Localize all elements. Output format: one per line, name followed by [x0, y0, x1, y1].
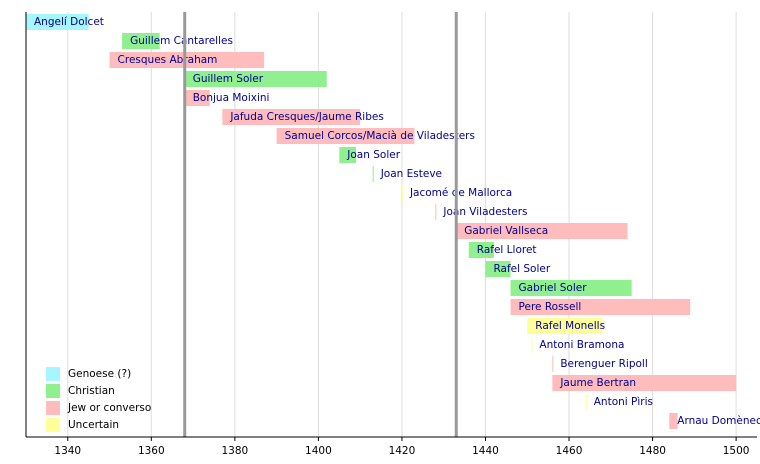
- x-tick-label: 1440: [472, 445, 499, 457]
- bar-label: Rafel Lloret: [477, 244, 537, 256]
- legend-label: Genoese (?): [68, 368, 131, 380]
- bar: [435, 204, 437, 220]
- bar: [26, 14, 89, 30]
- bar-label: Berenguer Ripoll: [560, 358, 647, 370]
- x-tick-label: 1400: [305, 445, 332, 457]
- bar-label: Joan Viladesters: [442, 206, 527, 218]
- bar: [510, 280, 632, 296]
- bar-label: Joan Esteve: [380, 168, 442, 180]
- bar-label: Rafel Monells: [535, 320, 605, 332]
- bar: [372, 166, 374, 182]
- legend-label: Uncertain: [68, 419, 119, 431]
- bar-label: Jafuda Cresques/Jaume Ribes: [229, 111, 383, 123]
- bar: [339, 147, 356, 163]
- bar-label: Pere Rossell: [519, 301, 582, 313]
- legend-label: Christian: [68, 385, 115, 397]
- bar-label: Antoni Pìris: [594, 396, 653, 408]
- bar-label: Guillem Soler: [193, 73, 264, 85]
- x-tick-label: 1420: [389, 445, 416, 457]
- bar-label: Jacomé de Mallorca: [409, 187, 512, 199]
- bar-label: Rafel Soler: [493, 263, 550, 275]
- legend-swatch: [46, 401, 60, 415]
- bar: [585, 394, 587, 410]
- bar: [122, 33, 160, 49]
- x-tick-label: 1340: [54, 445, 81, 457]
- bar: [552, 356, 554, 372]
- bar-label: Bonjua Moixini: [193, 92, 270, 104]
- bar-label: Cresques Abraham: [118, 54, 218, 66]
- bar-label: Gabriel Soler: [519, 282, 588, 294]
- legend-swatch: [46, 384, 60, 398]
- bar-label: Guillem Cantarelles: [130, 35, 233, 47]
- bar: [109, 52, 265, 68]
- x-tick-label: 1460: [556, 445, 583, 457]
- bar: [276, 128, 415, 144]
- bar: [456, 223, 628, 239]
- bar-label: Antoni Bramona: [539, 339, 624, 351]
- x-tick-label: 1380: [221, 445, 248, 457]
- bar: [222, 109, 361, 125]
- bar-label: Angelí Dolcet: [34, 16, 104, 28]
- x-tick-label: 1500: [723, 445, 750, 457]
- bar: [552, 375, 737, 391]
- x-tick-label: 1360: [138, 445, 165, 457]
- bar: [531, 337, 533, 353]
- bar: [401, 185, 403, 201]
- bar: [184, 90, 210, 106]
- bar-label: Jaume Bertran: [559, 377, 636, 389]
- bar-label: Joan Soler: [346, 149, 400, 161]
- legend-label: Jew or converso: [67, 402, 151, 414]
- bar-label: Gabriel Vallseca: [464, 225, 548, 237]
- legend-swatch: [46, 418, 60, 432]
- legend-swatch: [46, 367, 60, 381]
- bar: [485, 261, 511, 277]
- bar-label: Samuel Corcos/Macià de Viladesters: [285, 130, 475, 142]
- plot-area: [26, 12, 757, 437]
- bar: [468, 242, 494, 258]
- bar-label: Arnau Domènech: [677, 415, 760, 427]
- bar: [510, 299, 691, 315]
- bar: [669, 413, 678, 429]
- x-tick-label: 1480: [639, 445, 666, 457]
- bar: [184, 71, 327, 87]
- bar: [527, 318, 603, 334]
